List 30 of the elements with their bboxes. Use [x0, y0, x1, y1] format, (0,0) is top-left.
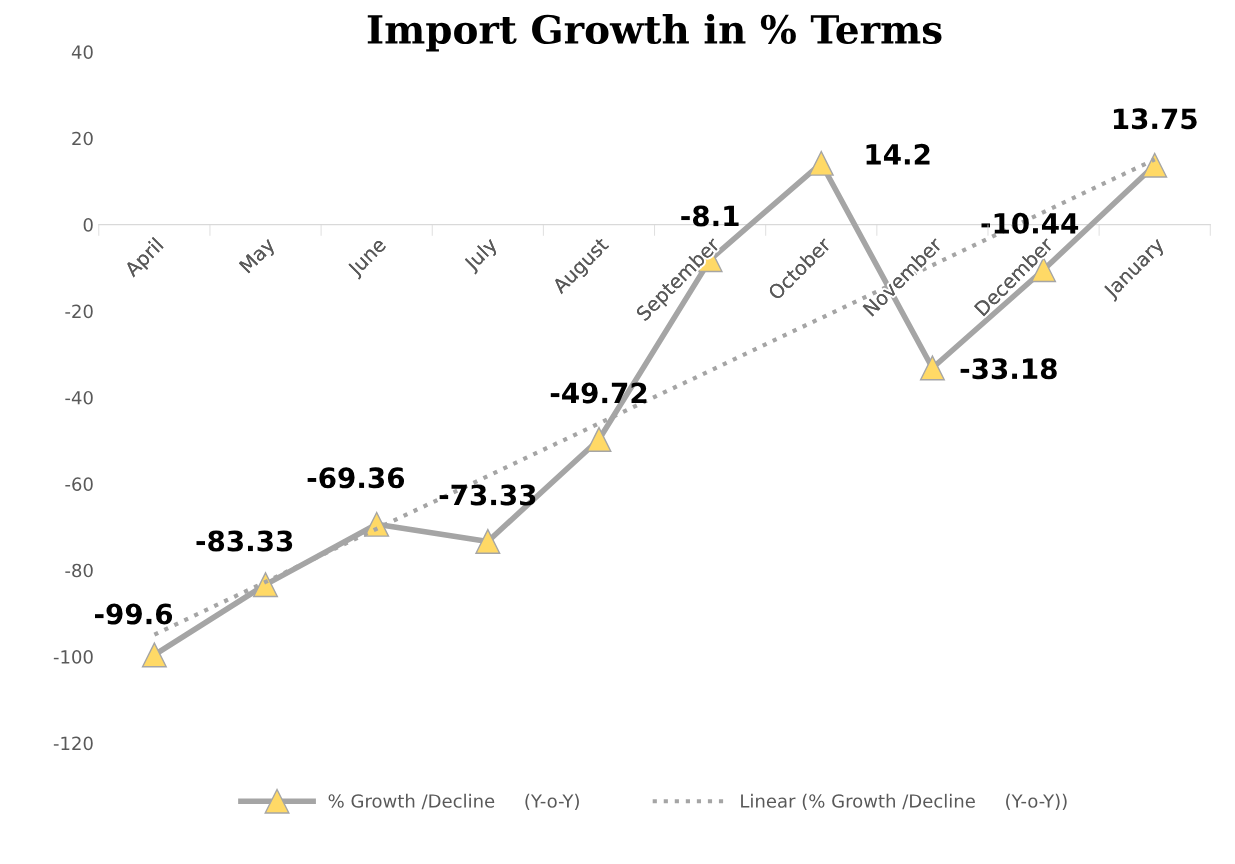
y-tick-label: -40 — [65, 390, 93, 405]
point — [586, 426, 612, 452]
data-label: -69.36 — [307, 467, 405, 489]
y-tick-label: -20 — [65, 304, 93, 319]
data-label: -10.44 — [981, 212, 1079, 234]
point — [919, 355, 945, 381]
data-label: -8.1 — [681, 205, 739, 227]
y-tick-label: 40 — [71, 45, 93, 59]
point — [1142, 152, 1168, 178]
y-tick-label: -120 — [53, 736, 93, 751]
legend-label: Linear (% Growth /Decline (Y-o-Y)) — [741, 793, 1067, 810]
data-label: -83.33 — [196, 530, 293, 552]
point — [364, 511, 390, 537]
chart-title: Import Growth in % Terms — [367, 13, 942, 52]
point — [808, 150, 834, 176]
legend-label: % Growth /Decline (Y-o-Y) — [328, 793, 579, 810]
data-label: -73.33 — [439, 484, 536, 506]
data-label: -49.72 — [550, 382, 647, 404]
data-label: 13.75 — [1113, 108, 1197, 130]
data-label: -33.18 — [960, 358, 1057, 380]
y-tick-label: 20 — [72, 131, 93, 146]
data-label: -99.6 — [95, 603, 173, 625]
point — [475, 528, 501, 554]
y-tick-label: 0 — [83, 218, 93, 232]
point — [141, 642, 167, 668]
point — [253, 572, 279, 598]
data-label: 14.2 — [866, 143, 930, 165]
y-tick-label: -100 — [53, 650, 93, 664]
y-tick-label: -60 — [65, 477, 93, 491]
y-tick-label: -80 — [65, 563, 93, 578]
